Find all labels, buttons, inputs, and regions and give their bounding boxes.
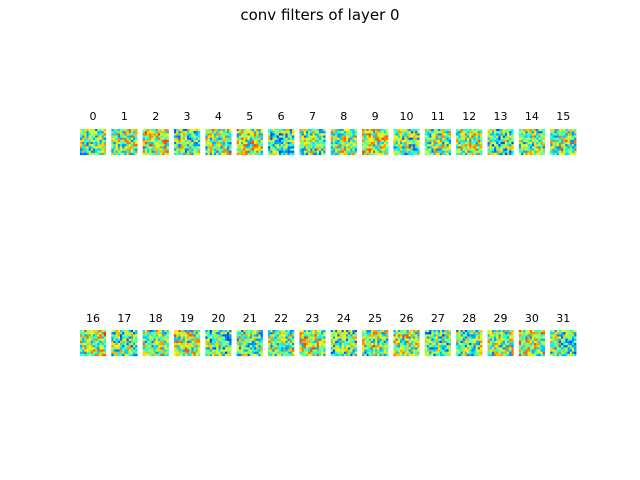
filter-panel-6 [268, 129, 295, 156]
filter-label-14: 14 [525, 110, 539, 123]
filter-panel-31 [550, 330, 577, 357]
chart-title: conv filters of layer 0 [240, 6, 400, 24]
filter-panel-3 [174, 129, 201, 156]
filter-panel-30 [518, 330, 546, 357]
filter-label-18: 18 [149, 312, 163, 325]
filter-panel-16 [80, 330, 107, 357]
filter-label-17: 17 [117, 312, 131, 325]
filter-label-3: 3 [184, 110, 191, 123]
filter-label-31: 31 [556, 312, 570, 325]
filter-label-11: 11 [431, 110, 445, 123]
filter-label-23: 23 [305, 312, 319, 325]
filter-label-21: 21 [243, 312, 257, 325]
filter-panel-17 [111, 330, 138, 357]
filter-label-29: 29 [494, 312, 508, 325]
filter-label-20: 20 [211, 312, 225, 325]
filter-label-22: 22 [274, 312, 288, 325]
filter-panel-15 [550, 129, 577, 156]
filter-panel-9 [362, 129, 389, 156]
filter-panel-2 [142, 129, 169, 156]
filter-label-6: 6 [278, 110, 285, 123]
filter-panel-29 [487, 330, 514, 357]
filter-panel-23 [299, 330, 326, 357]
filter-panel-13 [487, 129, 514, 156]
filter-panel-14 [518, 129, 546, 156]
filter-label-10: 10 [400, 110, 414, 123]
filter-panel-11 [424, 129, 451, 156]
filter-label-24: 24 [337, 312, 351, 325]
filter-label-0: 0 [90, 110, 97, 123]
filter-panel-28 [456, 330, 483, 357]
filter-label-19: 19 [180, 312, 194, 325]
filter-panel-24 [330, 330, 357, 357]
filter-panel-1 [111, 129, 138, 156]
filter-panel-5 [236, 129, 263, 156]
filter-label-30: 30 [525, 312, 539, 325]
filter-label-28: 28 [462, 312, 476, 325]
filter-panel-20 [205, 330, 232, 357]
filter-label-13: 13 [494, 110, 508, 123]
filter-panel-7 [299, 129, 326, 156]
filter-label-12: 12 [462, 110, 476, 123]
filter-label-5: 5 [246, 110, 253, 123]
filter-label-1: 1 [121, 110, 128, 123]
filter-label-25: 25 [368, 312, 382, 325]
filter-panel-4 [205, 129, 232, 156]
filter-panel-10 [393, 129, 420, 156]
filter-panel-21 [236, 330, 263, 357]
filter-label-9: 9 [372, 110, 379, 123]
filter-panel-25 [362, 330, 389, 357]
filter-label-16: 16 [86, 312, 100, 325]
filter-label-2: 2 [152, 110, 159, 123]
filter-label-7: 7 [309, 110, 316, 123]
filter-panel-0 [80, 129, 107, 156]
filter-panel-18 [142, 330, 169, 357]
filter-panel-12 [456, 129, 483, 156]
filter-panel-22 [268, 330, 295, 357]
filter-label-26: 26 [400, 312, 414, 325]
filter-label-15: 15 [556, 110, 570, 123]
filter-label-8: 8 [340, 110, 347, 123]
filter-label-27: 27 [431, 312, 445, 325]
filter-panel-19 [174, 330, 201, 357]
filter-panel-8 [330, 129, 357, 156]
filter-panel-26 [393, 330, 420, 357]
filter-panel-27 [424, 330, 451, 357]
filter-label-4: 4 [215, 110, 222, 123]
